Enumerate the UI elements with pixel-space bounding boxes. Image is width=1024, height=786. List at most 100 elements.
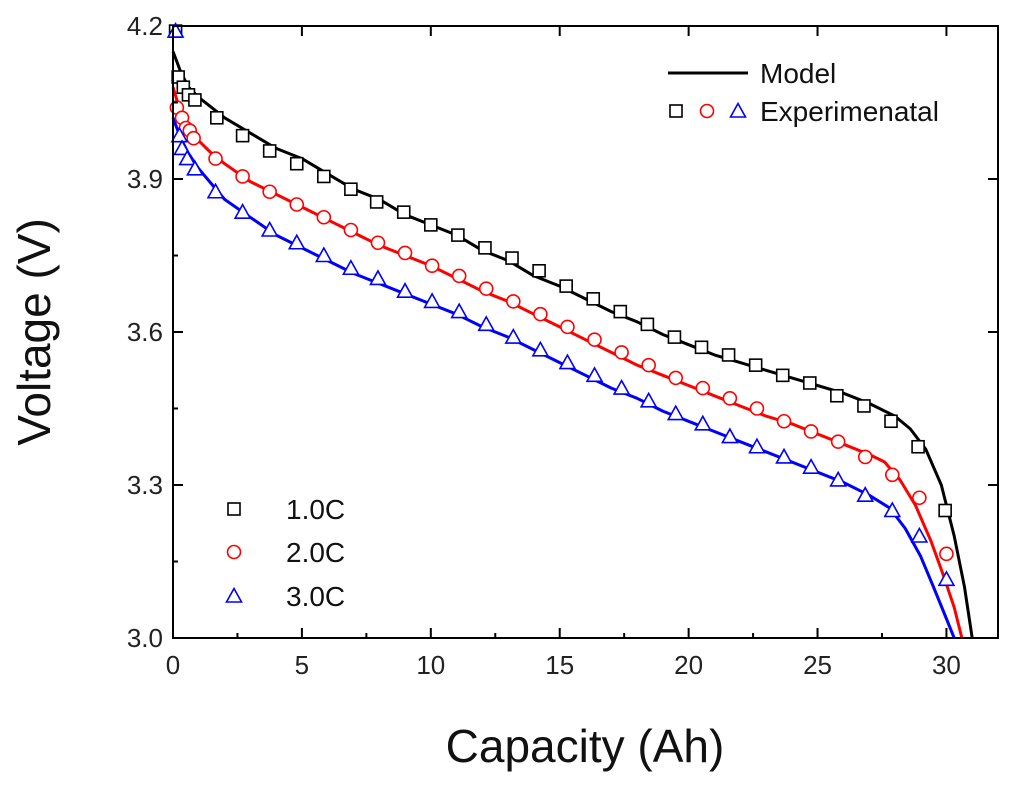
experimental-point-3.0C — [829, 470, 848, 487]
y-tick-label: 3.9 — [127, 164, 163, 194]
y-tick-label: 3.6 — [127, 317, 163, 347]
legend-experimental-markers — [669, 101, 747, 119]
legend-bottom: 1.0C 2.0C 3.0C — [225, 494, 345, 612]
experimental-point-3.0C — [883, 501, 902, 518]
experimental-point-2.0C — [343, 222, 359, 238]
y-axis-title: Voltage (V) — [8, 218, 60, 446]
experimental-point-3.0C — [170, 126, 189, 143]
experimental-point-3.0C — [531, 340, 550, 357]
experimental-point-1.0C — [369, 195, 384, 209]
experimental-point-2.0C — [912, 490, 927, 506]
experimental-point-1.0C — [721, 348, 736, 362]
y-tick-label: 3.0 — [127, 623, 163, 653]
experimental-point-1.0C — [210, 111, 224, 125]
experimental-point-3.0C — [910, 526, 929, 543]
x-tick-label: 30 — [932, 650, 961, 680]
legend-rate-marker-3.0C — [225, 586, 243, 603]
legend-marker-3.0C — [729, 101, 747, 118]
experimental-point-3.0C — [369, 269, 387, 286]
experimental-point-2.0C — [722, 390, 738, 406]
experimental-point-2.0C — [884, 467, 900, 483]
experimental-point-3.0C — [558, 353, 577, 370]
experimental-point-1.0C — [289, 156, 304, 171]
experimental-point-2.0C — [803, 424, 819, 439]
experimental-point-1.0C — [830, 388, 844, 403]
experimental-point-2.0C — [641, 357, 656, 373]
y-tick-label: 3.3 — [127, 470, 163, 500]
experimental-point-2.0C — [370, 235, 386, 251]
experimental-point-1.0C — [235, 128, 250, 143]
experimental-point-3.0C — [233, 203, 252, 219]
experimental-point-2.0C — [749, 401, 765, 416]
experimental-point-2.0C — [186, 130, 201, 146]
experimental-point-2.0C — [424, 258, 440, 274]
experimental-point-3.0C — [450, 302, 469, 319]
experimental-point-1.0C — [396, 205, 411, 219]
legend-entry-3: 3.0C — [286, 581, 345, 612]
experimental-point-3.0C — [206, 182, 225, 199]
experimental-point-1.0C — [424, 218, 438, 232]
legend-marker-1.0C — [669, 104, 683, 118]
experimental-point-2.0C — [857, 449, 873, 465]
experimental-point-2.0C — [208, 151, 223, 166]
experimental-point-3.0C — [396, 282, 414, 299]
experimental-point-2.0C — [478, 281, 494, 296]
y-tick-label: 4.2 — [127, 11, 163, 41]
experimental-point-2.0C — [776, 413, 792, 429]
experimental-point-1.0C — [802, 376, 817, 390]
experimental-point-2.0C — [506, 294, 521, 309]
legend-model-label: Model — [760, 58, 836, 89]
experimental-point-3.0C — [775, 447, 793, 464]
experimental-point-2.0C — [939, 546, 954, 562]
experimental-point-2.0C — [587, 332, 602, 347]
experimental-point-1.0C — [857, 399, 871, 413]
x-tick-label: 10 — [416, 650, 445, 680]
x-tick-label: 5 — [295, 650, 309, 680]
experimental-point-1.0C — [667, 330, 682, 344]
experimental-point-2.0C — [262, 184, 277, 200]
experimental-point-3.0C — [666, 404, 685, 421]
experimental-point-3.0C — [856, 486, 875, 503]
legend-experimental-label: Experimenatal — [760, 96, 939, 127]
experimental-point-3.0C — [937, 570, 956, 587]
experimental-point-2.0C — [695, 380, 711, 396]
experimental-point-1.0C — [559, 279, 573, 293]
experimental-point-3.0C — [166, 21, 185, 38]
experimental-point-3.0C — [173, 139, 191, 156]
experimental-point-2.0C — [614, 345, 629, 360]
experimental-point-3.0C — [287, 233, 306, 250]
experimental-point-3.0C — [748, 437, 766, 454]
legend-entry-2: 2.0C — [286, 537, 345, 568]
experimental-point-1.0C — [344, 182, 358, 196]
x-tick-label: 20 — [674, 650, 703, 680]
experimental-point-1.0C — [748, 358, 763, 372]
experimental-point-3.0C — [585, 366, 604, 383]
experimental-point-2.0C — [830, 434, 846, 449]
experimental-point-1.0C — [775, 368, 790, 383]
legend-rate-markers — [225, 502, 243, 603]
experimental-point-2.0C — [533, 306, 548, 322]
legend-marker-2.0C — [699, 103, 715, 119]
experimental-point-3.0C — [423, 292, 441, 309]
experimental-point-1.0C — [586, 292, 601, 306]
x-tick-label: 15 — [545, 650, 574, 680]
series-layer — [166, 21, 974, 639]
experimental-point-2.0C — [289, 197, 305, 212]
x-tick-label: 25 — [803, 650, 832, 680]
experimental-point-3.0C — [260, 220, 279, 237]
model-line-2.0C — [171, 86, 964, 639]
x-tick-label: 0 — [166, 650, 180, 680]
experimental-point-2.0C — [316, 209, 332, 225]
legend-rate-marker-2.0C — [226, 544, 242, 560]
experimental-point-1.0C — [505, 251, 519, 265]
experimental-point-3.0C — [721, 427, 739, 444]
experimental-point-1.0C — [532, 263, 546, 278]
experimental-point-3.0C — [314, 246, 333, 263]
experimental-point-3.0C — [178, 149, 197, 166]
experimental-point-1.0C — [188, 93, 202, 107]
experimental-point-1.0C — [262, 144, 277, 158]
experimental-point-1.0C — [451, 228, 465, 242]
experimental-point-1.0C — [317, 169, 331, 184]
experimental-point-3.0C — [342, 259, 360, 276]
